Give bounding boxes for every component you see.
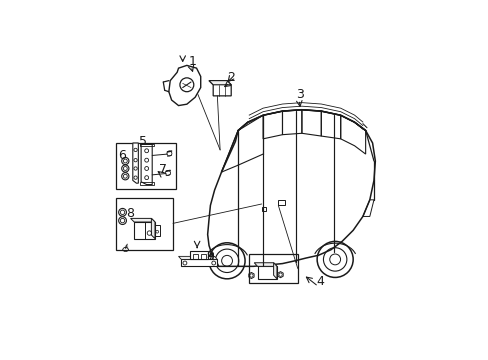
Polygon shape bbox=[130, 219, 155, 222]
Polygon shape bbox=[141, 144, 152, 185]
Text: 4: 4 bbox=[315, 275, 323, 288]
Text: 2: 2 bbox=[227, 71, 235, 84]
Polygon shape bbox=[151, 219, 155, 239]
Bar bbox=[193, 255, 198, 258]
Polygon shape bbox=[273, 263, 276, 279]
Bar bbox=[140, 182, 153, 185]
Bar bbox=[261, 207, 265, 211]
Polygon shape bbox=[208, 81, 231, 96]
Bar bbox=[190, 251, 208, 260]
Bar bbox=[134, 222, 155, 239]
Text: 7: 7 bbox=[159, 163, 167, 176]
Bar bbox=[116, 198, 173, 250]
Bar bbox=[181, 260, 217, 266]
Text: 6: 6 bbox=[118, 149, 125, 162]
Text: 9: 9 bbox=[206, 250, 214, 263]
Polygon shape bbox=[133, 143, 138, 183]
Polygon shape bbox=[178, 256, 217, 260]
Bar bbox=[140, 144, 153, 146]
Polygon shape bbox=[208, 81, 231, 85]
Bar bbox=[249, 254, 297, 283]
Polygon shape bbox=[254, 263, 276, 266]
Text: 5: 5 bbox=[138, 135, 146, 148]
Bar bbox=[278, 201, 285, 205]
Polygon shape bbox=[168, 66, 200, 105]
Text: 3: 3 bbox=[296, 88, 304, 101]
Bar bbox=[200, 255, 205, 258]
Bar bbox=[155, 225, 160, 236]
Text: 1: 1 bbox=[188, 55, 196, 68]
Bar bbox=[116, 143, 175, 189]
Text: 8: 8 bbox=[126, 207, 134, 220]
Bar bbox=[257, 266, 276, 279]
